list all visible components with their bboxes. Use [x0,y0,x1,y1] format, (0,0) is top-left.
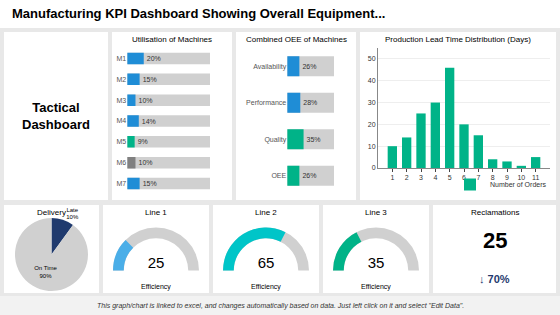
svg-text:Reclamations: Reclamations [471,208,519,217]
svg-text:This graph/chart is linked to: This graph/chart is linked to excel, and… [97,302,464,310]
svg-text:Quality: Quality [264,136,286,144]
svg-text:M2: M2 [116,76,126,83]
svg-text:28%: 28% [303,99,317,106]
svg-text:↓ 70%: ↓ 70% [479,273,510,285]
svg-text:30: 30 [368,99,376,106]
svg-text:26%: 26% [302,172,316,179]
svg-text:15%: 15% [143,180,157,187]
svg-text:M5: M5 [116,138,126,145]
svg-text:TacticalDashboard: TacticalDashboard [22,100,90,132]
svg-text:3: 3 [419,174,423,181]
svg-text:20%: 20% [147,55,161,62]
svg-text:50: 50 [368,55,376,62]
svg-text:Delivery: Delivery [37,208,66,217]
svg-text:M6: M6 [116,159,126,166]
svg-text:8: 8 [490,174,495,182]
svg-text:35: 35 [368,254,385,271]
svg-text:10: 10 [517,174,526,182]
svg-text:Efficiency: Efficiency [361,283,391,291]
svg-text:Efficiency: Efficiency [141,283,171,291]
svg-text:M3: M3 [116,97,126,104]
svg-text:10%: 10% [138,97,152,104]
svg-text:20: 20 [368,121,376,128]
svg-text:Number of Orders: Number of Orders [490,181,547,188]
svg-text:25: 25 [148,254,165,271]
svg-text:4: 4 [433,174,437,181]
svg-text:14%: 14% [142,118,156,125]
svg-text:2: 2 [405,174,409,181]
svg-text:OEE: OEE [271,172,286,179]
svg-text:Manufacturing KPI Dashboard Sh: Manufacturing KPI Dashboard Showing Over… [12,6,385,21]
svg-text:M1: M1 [116,55,126,62]
svg-text:15%: 15% [143,76,157,83]
svg-text:6: 6 [462,174,466,182]
svg-text:40: 40 [368,77,376,84]
svg-text:On Time90%: On Time90% [34,265,57,279]
svg-text:65: 65 [258,254,275,271]
svg-text:M4: M4 [116,117,126,124]
svg-text:0: 0 [372,164,376,171]
svg-text:1: 1 [390,174,394,181]
svg-text:Efficiency: Efficiency [251,283,281,291]
svg-text:10: 10 [368,143,376,150]
svg-text:5: 5 [448,174,452,181]
svg-text:Line 2: Line 2 [255,208,277,217]
svg-text:Production Lead Time Distribut: Production Lead Time Distribution (Days) [385,35,531,44]
svg-text:Line 3: Line 3 [365,208,387,217]
svg-text:10%: 10% [138,159,152,166]
svg-text:M7: M7 [116,180,126,187]
svg-text:26%: 26% [302,63,316,70]
svg-text:Utilisation of Machines: Utilisation of Machines [132,35,212,44]
svg-text:11: 11 [532,174,540,182]
svg-text:25: 25 [483,228,507,253]
svg-text:35%: 35% [307,136,321,143]
svg-text:Combined OEE of Machines: Combined OEE of Machines [246,35,347,44]
svg-text:Availability: Availability [253,63,286,71]
svg-text:9: 9 [505,174,509,182]
svg-text:Late10%: Late10% [66,207,79,221]
svg-text:Performance: Performance [246,99,286,106]
svg-text:7: 7 [476,174,480,181]
svg-text:Line 1: Line 1 [145,208,167,217]
svg-text:9%: 9% [138,138,148,145]
